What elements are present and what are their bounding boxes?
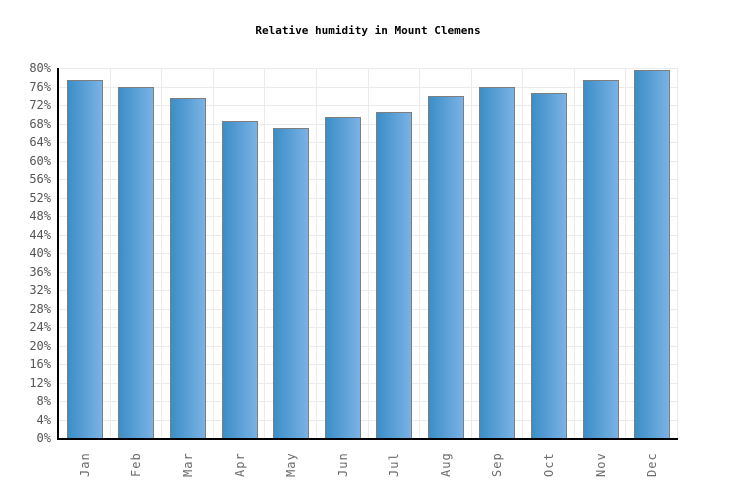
bar-mar <box>169 98 206 438</box>
x-tick-label-dec: Dec <box>645 452 659 477</box>
x-tick-label-sep: Sep <box>490 452 504 477</box>
x-tick-label-jul: Jul <box>387 452 401 477</box>
y-tick-label: 48% <box>29 209 51 223</box>
x-tick-label-apr: Apr <box>233 452 247 477</box>
bar-nov <box>582 79 619 438</box>
bar-feb <box>118 86 155 438</box>
y-tick-label: 4% <box>36 413 51 427</box>
bar-jul <box>376 111 413 438</box>
x-tick-label-oct: Oct <box>542 452 556 477</box>
x-tick-label-nov: Nov <box>594 452 608 477</box>
bar-jun <box>324 116 361 438</box>
v-gridline <box>677 68 678 438</box>
v-gridline <box>471 68 472 438</box>
y-tick-label: 0% <box>36 431 51 445</box>
y-tick-label: 60% <box>29 154 51 168</box>
plot-area <box>57 68 678 440</box>
x-tick-label-jan: Jan <box>78 452 92 477</box>
y-tick-label: 44% <box>29 228 51 242</box>
bar-cell-jul <box>368 68 420 438</box>
bar-cell-may <box>265 68 317 438</box>
v-gridline <box>264 68 265 438</box>
x-tick-label-feb: Feb <box>129 452 143 477</box>
bar-jan <box>66 79 103 438</box>
v-gridline <box>625 68 626 438</box>
v-gridline <box>161 68 162 438</box>
v-gridline <box>368 68 369 438</box>
bar-oct <box>530 93 567 438</box>
bar-cell-feb <box>111 68 163 438</box>
bar-apr <box>221 121 258 438</box>
y-tick-label: 80% <box>29 61 51 75</box>
y-tick-label: 72% <box>29 98 51 112</box>
v-gridline <box>316 68 317 438</box>
bar-aug <box>427 95 464 438</box>
y-tick-label: 8% <box>36 394 51 408</box>
bar-sep <box>479 86 516 438</box>
y-tick-label: 12% <box>29 376 51 390</box>
bar-series <box>59 68 678 438</box>
y-tick-label: 36% <box>29 265 51 279</box>
v-gridline <box>522 68 523 438</box>
bar-cell-dec <box>626 68 678 438</box>
bar-cell-oct <box>523 68 575 438</box>
bar-cell-mar <box>162 68 214 438</box>
y-tick-label: 24% <box>29 320 51 334</box>
y-tick-label: 56% <box>29 172 51 186</box>
v-gridline <box>110 68 111 438</box>
chart-title: Relative humidity in Mount Clemens <box>255 24 481 37</box>
y-tick-label: 52% <box>29 191 51 205</box>
bar-dec <box>634 70 671 438</box>
bar-cell-aug <box>420 68 472 438</box>
y-tick-label: 28% <box>29 302 51 316</box>
bar-cell-nov <box>575 68 627 438</box>
y-tick-label: 64% <box>29 135 51 149</box>
x-tick-label-mar: Mar <box>181 452 195 477</box>
gridlines <box>59 68 678 438</box>
y-tick-label: 20% <box>29 339 51 353</box>
x-tick-label-may: May <box>284 452 298 477</box>
x-tick-label-aug: Aug <box>439 452 453 477</box>
y-tick-label: 16% <box>29 357 51 371</box>
bar-cell-jun <box>317 68 369 438</box>
bar-may <box>273 128 310 438</box>
x-tick-label-jun: Jun <box>336 452 350 477</box>
v-gridline <box>419 68 420 438</box>
y-tick-label: 32% <box>29 283 51 297</box>
v-gridline <box>574 68 575 438</box>
y-tick-label: 68% <box>29 117 51 131</box>
bar-cell-apr <box>214 68 266 438</box>
bar-cell-jan <box>59 68 111 438</box>
y-tick-label: 40% <box>29 246 51 260</box>
y-tick-label: 76% <box>29 80 51 94</box>
bar-cell-sep <box>472 68 524 438</box>
v-gridline <box>213 68 214 438</box>
